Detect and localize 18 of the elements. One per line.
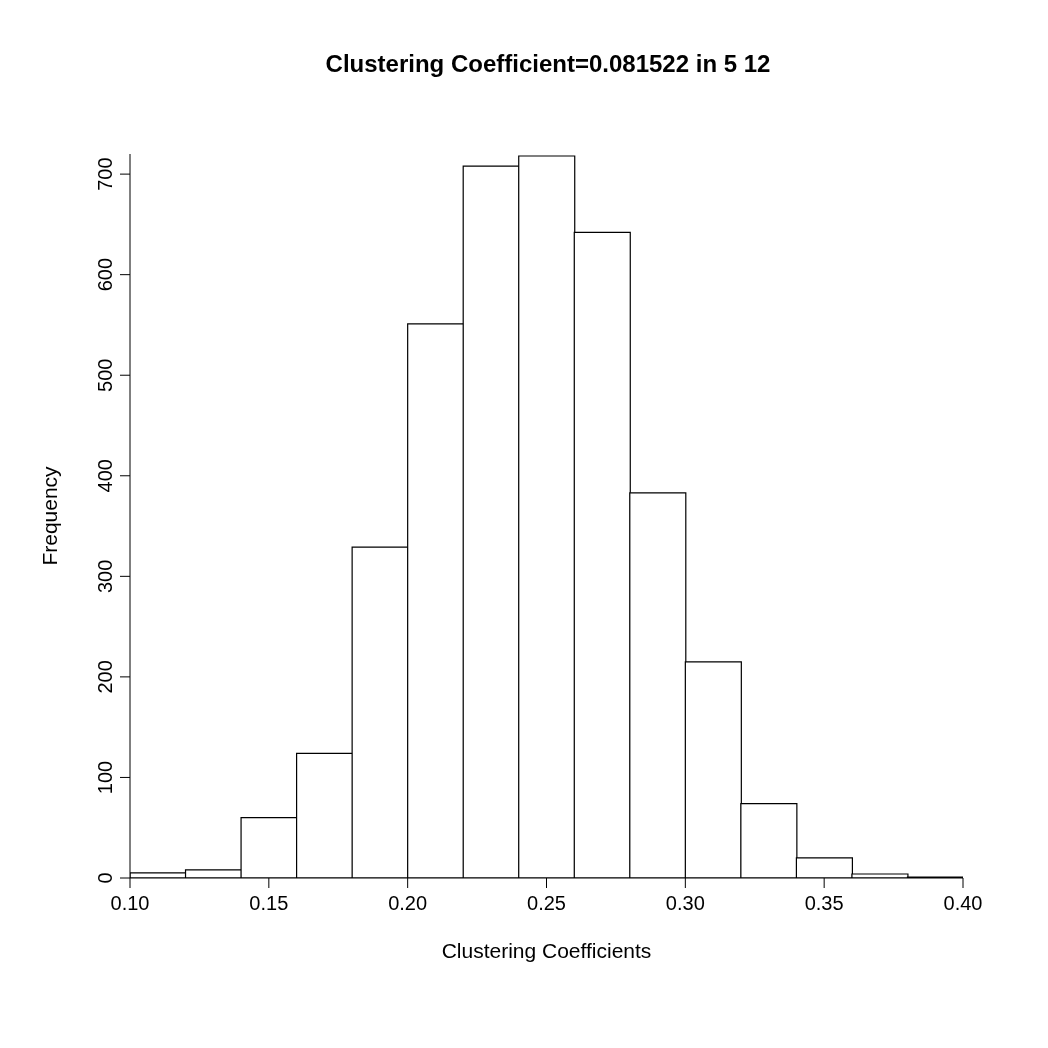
chart-title: Clustering Coefficient=0.081522 in 5 12 — [324, 50, 772, 78]
x-axis-title: Clustering Coefficients — [441, 939, 652, 962]
y-tick-label: 500 — [94, 358, 116, 392]
x-tick-label: 0.15 — [249, 892, 289, 914]
y-tick-label: 100 — [94, 760, 116, 795]
y-tick-label: 300 — [94, 559, 116, 594]
x-tick-label: 0.30 — [665, 892, 705, 914]
y-tick-label: 400 — [94, 459, 116, 493]
x-tick-label: 0.20 — [388, 892, 428, 914]
y-tick-label: 0 — [94, 872, 116, 884]
y-axis-title: Frequency — [38, 465, 62, 566]
x-tick-label: 0.10 — [110, 892, 150, 914]
y-tick-label: 700 — [94, 157, 116, 191]
y-tick-label: 600 — [94, 257, 116, 292]
x-tick-label: 0.40 — [943, 892, 983, 914]
x-tick-label: 0.25 — [527, 892, 566, 914]
y-tick-label: 200 — [94, 660, 116, 694]
x-tick-label: 0.35 — [804, 892, 844, 914]
